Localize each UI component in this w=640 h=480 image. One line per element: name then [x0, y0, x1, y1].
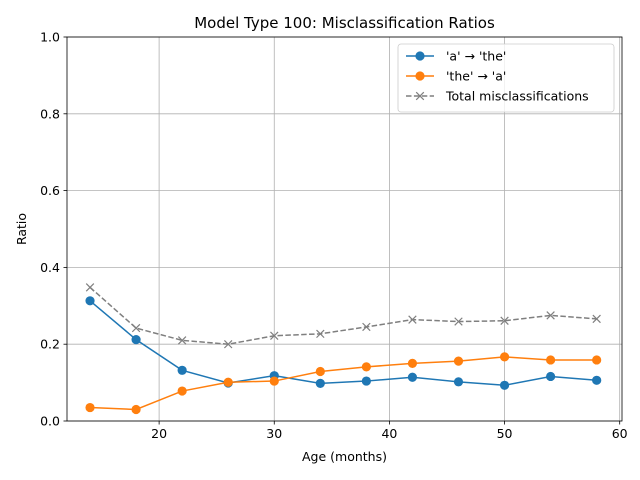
legend: 'a' → 'the' 'the' → 'a' Total misclassific… [397, 43, 615, 113]
data-point [315, 366, 325, 377]
data-point [454, 317, 463, 326]
x-tick-label: 20 [151, 426, 167, 441]
series-line [89, 286, 597, 345]
data-point [499, 380, 510, 390]
data-point [177, 365, 187, 375]
data-point [546, 371, 556, 382]
marker-stroke [408, 315, 417, 324]
data-point [85, 283, 95, 292]
marker-stroke [223, 339, 233, 349]
data-point [361, 362, 371, 372]
y-tick-label: 0.8 [40, 106, 60, 121]
data-point [315, 378, 325, 388]
x-axis-label: Age (months) [302, 449, 387, 464]
chart-title: Model Type 100: Misclassification Ratios [194, 14, 495, 32]
x-tick-label: 50 [497, 426, 513, 441]
data-point [408, 315, 417, 324]
x-tick-label: 60 [612, 426, 628, 441]
data-point [177, 336, 187, 345]
x-tick-label: 30 [266, 426, 282, 441]
marker-stroke [415, 91, 425, 101]
data-point [270, 331, 279, 340]
data-point [592, 375, 602, 385]
data-point [177, 386, 187, 396]
data-point [453, 377, 464, 387]
marker-stroke [270, 331, 279, 340]
legend-entry: Total misclassifications [406, 89, 589, 104]
data-point [223, 377, 233, 387]
data-point [500, 316, 509, 326]
axis-ticks: 20 30 40 50 60 0.0 0.2 0.4 0.6 0.8 1.0 [40, 30, 628, 442]
marker-stroke [500, 316, 509, 326]
y-axis-label: Ratio [14, 213, 29, 245]
marker-stroke [177, 336, 187, 345]
data-point [592, 314, 601, 324]
data-point [269, 376, 279, 386]
series-layer [85, 283, 602, 415]
plot-frame [66, 36, 623, 422]
marker-stroke [362, 322, 371, 332]
legend-marker [415, 71, 425, 81]
data-point [131, 404, 141, 415]
series-line [89, 300, 597, 387]
data-point [131, 334, 141, 345]
legend-box [397, 43, 615, 113]
series-1 [85, 352, 602, 415]
data-point [453, 356, 464, 366]
marker-stroke [592, 314, 601, 324]
data-point [499, 352, 510, 362]
y-tick-label: 0.2 [40, 337, 60, 352]
data-point [546, 355, 556, 365]
legend-label: 'a' → 'the' [446, 49, 506, 64]
marker-stroke [454, 317, 463, 326]
y-tick-label: 0.6 [40, 183, 60, 198]
legend-entry: 'the' → 'a' [406, 69, 506, 84]
legend-label: Total misclassifications [445, 89, 589, 104]
data-point [316, 329, 325, 339]
legend-marker [415, 51, 425, 61]
marker-stroke [85, 283, 95, 292]
data-point [223, 339, 233, 349]
data-point [85, 402, 95, 413]
y-tick-label: 0.0 [40, 414, 60, 429]
data-point [592, 355, 602, 365]
data-point [131, 323, 141, 333]
y-tick-label: 0.4 [40, 260, 60, 275]
legend-entry: 'a' → 'the' [406, 49, 506, 64]
y-tick-label: 1.0 [40, 30, 60, 45]
series-2 [85, 283, 601, 349]
series-0 [85, 296, 602, 390]
data-point [546, 311, 555, 320]
series-line [89, 356, 597, 411]
data-point [407, 358, 418, 368]
marker-stroke [131, 323, 141, 333]
legend-label: 'the' → 'a' [446, 69, 506, 84]
legend-marker [415, 91, 425, 101]
x-tick-label: 40 [381, 426, 397, 441]
data-point [362, 322, 371, 332]
data-point [407, 372, 418, 382]
marker-stroke [546, 311, 555, 320]
data-point [361, 376, 371, 386]
marker-stroke [316, 329, 325, 339]
data-point [85, 296, 95, 306]
